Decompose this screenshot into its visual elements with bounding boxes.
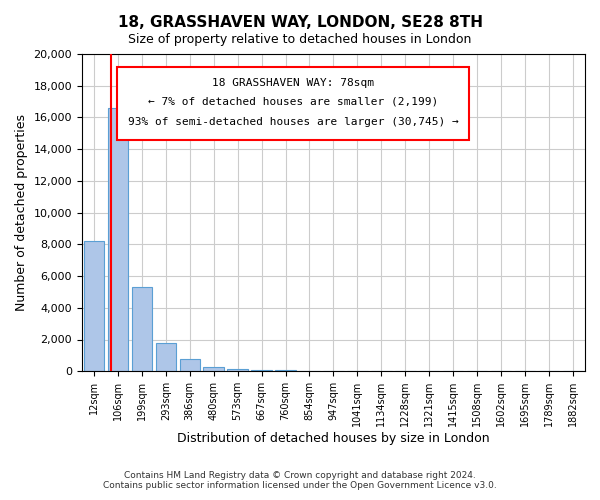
Bar (203, 368, 224, 371)
Bar (227, 369, 248, 371)
FancyBboxPatch shape (117, 66, 469, 140)
Bar (107, 108, 128, 371)
X-axis label: Distribution of detached houses by size in London: Distribution of detached houses by size … (177, 432, 490, 445)
Text: Contains HM Land Registry data © Crown copyright and database right 2024.
Contai: Contains HM Land Registry data © Crown c… (103, 470, 497, 490)
Bar (83, 241, 104, 371)
Bar (155, 342, 176, 371)
Y-axis label: Number of detached properties: Number of detached properties (15, 114, 28, 311)
Text: 18 GRASSHAVEN WAY: 78sqm: 18 GRASSHAVEN WAY: 78sqm (212, 78, 374, 88)
Bar (131, 287, 152, 371)
Bar (251, 370, 272, 371)
Text: Size of property relative to detached houses in London: Size of property relative to detached ho… (128, 32, 472, 46)
Bar (275, 370, 296, 371)
Text: 18, GRASSHAVEN WAY, LONDON, SE28 8TH: 18, GRASSHAVEN WAY, LONDON, SE28 8TH (118, 15, 482, 30)
Text: ← 7% of detached houses are smaller (2,199): ← 7% of detached houses are smaller (2,1… (148, 97, 439, 107)
Text: 93% of semi-detached houses are larger (30,745) →: 93% of semi-detached houses are larger (… (128, 118, 458, 128)
Bar (179, 360, 200, 371)
